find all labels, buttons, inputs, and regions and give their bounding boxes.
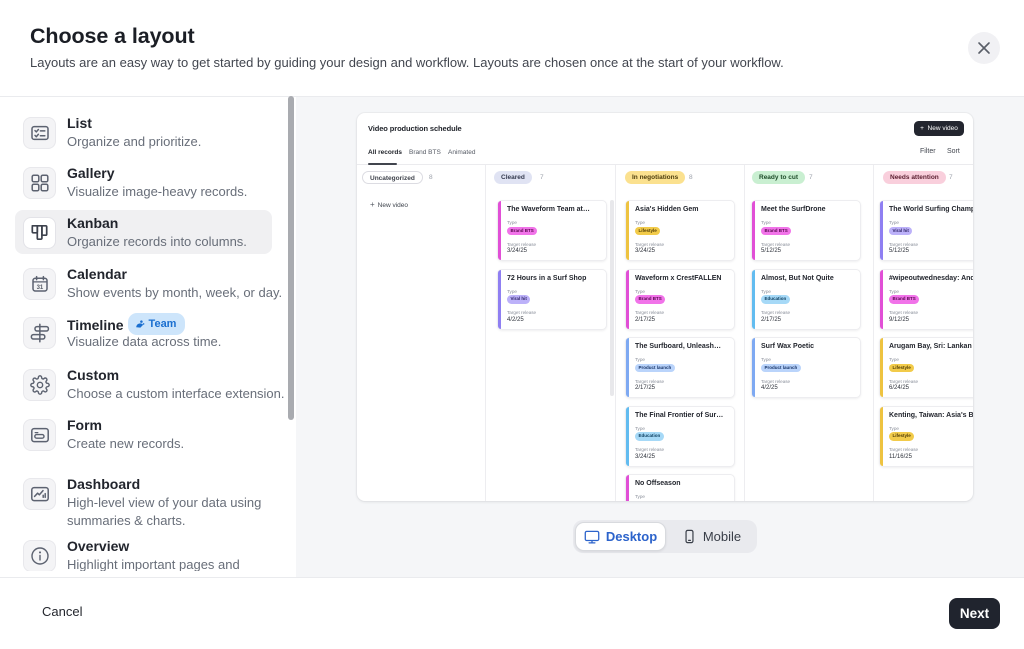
svg-text:31: 31 [36,285,43,291]
